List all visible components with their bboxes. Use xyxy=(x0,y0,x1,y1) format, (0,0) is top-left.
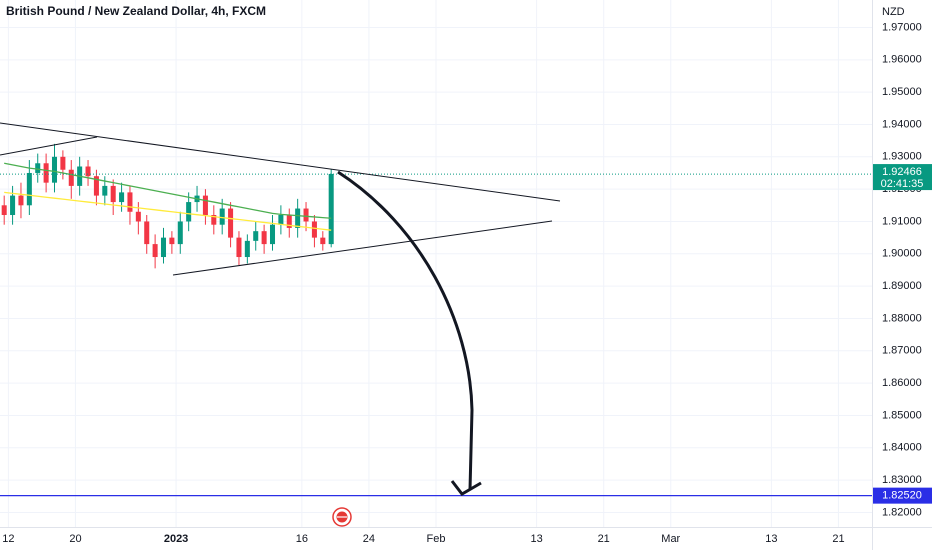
candle-body xyxy=(269,224,276,245)
candle-body xyxy=(60,156,66,170)
candle-body xyxy=(328,173,334,245)
y-tick-label: 1.91000 xyxy=(882,215,922,227)
candle-body xyxy=(43,163,49,183)
y-tick-label: 1.90000 xyxy=(882,248,922,260)
candle-body xyxy=(202,195,208,216)
candle-body xyxy=(186,202,192,222)
moving-average xyxy=(4,162,332,219)
x-tick-label: 2023 xyxy=(164,533,188,545)
candle-body xyxy=(211,215,217,225)
x-tick-label: 13 xyxy=(530,533,542,545)
candle-body xyxy=(303,208,309,222)
candle-body xyxy=(320,237,326,245)
y-tick-label: 1.83000 xyxy=(882,474,922,486)
candle-body xyxy=(119,192,125,203)
y-tick-label: 1.93000 xyxy=(882,151,922,163)
candle-body xyxy=(144,221,150,245)
candle-body xyxy=(102,185,108,196)
y-tick-label: 1.89000 xyxy=(882,280,922,292)
x-tick-label: 21 xyxy=(832,533,844,545)
trendline xyxy=(0,136,98,156)
candle-body xyxy=(93,176,99,196)
candle-body xyxy=(35,163,41,173)
candle-body xyxy=(160,237,167,258)
y-tick-label: 1.94000 xyxy=(882,118,922,130)
y-tick-label: 1.95000 xyxy=(882,86,922,98)
x-tick-label: 24 xyxy=(363,533,375,545)
drawings xyxy=(0,122,561,496)
candle-body xyxy=(85,166,91,177)
y-tick-label: 1.82000 xyxy=(882,506,922,518)
moving-average xyxy=(4,191,332,231)
candle-body xyxy=(127,192,133,212)
countdown-label: 02:41:35 xyxy=(881,178,924,190)
x-tick-label: 20 xyxy=(69,533,81,545)
y-tick-label: 1.86000 xyxy=(882,377,922,389)
candle-body xyxy=(68,169,74,186)
y-tick-label: 1.88000 xyxy=(882,312,922,324)
candle-body xyxy=(228,208,234,238)
candle-body xyxy=(253,231,259,241)
axes: 1.82000 1.83000 1.84000 1.85000 1.86000 1.870… xyxy=(2,21,932,545)
candle-body xyxy=(286,215,292,228)
candle-body xyxy=(311,221,317,238)
candle-body xyxy=(152,244,158,258)
x-tick-label: 16 xyxy=(296,533,308,545)
candle-body xyxy=(26,172,32,206)
candle-body xyxy=(51,156,58,183)
target-price-label: 1.82520 xyxy=(882,490,922,502)
last-price-box xyxy=(873,164,932,191)
x-tick-label: 13 xyxy=(765,533,777,545)
candle-body xyxy=(169,237,175,245)
candle-body xyxy=(18,195,24,206)
candle-body xyxy=(219,208,225,225)
plot xyxy=(0,143,872,497)
x-tick-label: 12 xyxy=(2,533,14,545)
trendline xyxy=(0,122,561,202)
x-tick-label: Feb xyxy=(427,533,446,545)
y-tick-label: 1.84000 xyxy=(882,442,922,454)
x-tick-label: 21 xyxy=(598,533,610,545)
y-tick-label: 1.97000 xyxy=(882,21,922,33)
candle-body xyxy=(278,215,284,225)
candle-body xyxy=(1,205,7,216)
candle-body xyxy=(295,208,301,228)
candle-body xyxy=(261,231,267,245)
y-axis-title: NZD xyxy=(882,6,905,18)
y-tick-label: 1.96000 xyxy=(882,54,922,66)
y-tick-label: 1.85000 xyxy=(882,409,922,421)
candle-body xyxy=(236,237,242,258)
grid xyxy=(0,0,872,527)
candle-body xyxy=(244,240,250,258)
y-tick-label: 1.87000 xyxy=(882,345,922,357)
last-price-label: 1.92466 xyxy=(882,166,922,178)
candle-body xyxy=(177,221,183,245)
candle-body xyxy=(10,195,16,216)
chart-title: British Pound / New Zealand Dollar, 4h, … xyxy=(6,4,266,18)
event-icon xyxy=(332,507,352,527)
arrow-head xyxy=(450,480,482,496)
candle-body xyxy=(135,211,141,222)
trendline xyxy=(172,220,553,276)
target-price-box xyxy=(873,487,932,504)
arrow xyxy=(337,170,474,491)
x-tick-label: Mar xyxy=(661,533,680,545)
candle-body xyxy=(110,185,116,203)
